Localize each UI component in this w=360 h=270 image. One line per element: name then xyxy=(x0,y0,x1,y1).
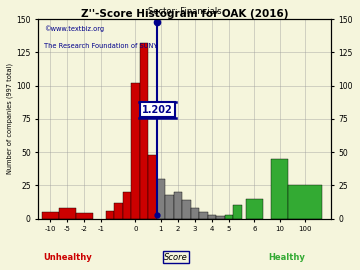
Bar xyxy=(208,215,216,219)
Bar xyxy=(225,215,233,219)
Bar xyxy=(148,155,157,219)
Text: Score: Score xyxy=(164,253,188,262)
Bar xyxy=(105,211,114,219)
Title: Z''-Score Histogram for OAK (2016): Z''-Score Histogram for OAK (2016) xyxy=(81,9,288,19)
Bar xyxy=(140,43,148,219)
Bar xyxy=(157,179,165,219)
Bar xyxy=(174,192,182,219)
Bar xyxy=(59,208,76,219)
Bar xyxy=(42,212,59,219)
Bar xyxy=(131,83,140,219)
Text: ©www.textbiz.org: ©www.textbiz.org xyxy=(44,25,104,32)
Text: Sector: Financials: Sector: Financials xyxy=(148,7,221,16)
Bar xyxy=(114,203,122,219)
Bar xyxy=(190,208,199,219)
Bar xyxy=(288,185,323,219)
Bar xyxy=(216,216,225,219)
Text: The Research Foundation of SUNY: The Research Foundation of SUNY xyxy=(44,43,158,49)
Bar xyxy=(122,192,131,219)
Y-axis label: Number of companies (997 total): Number of companies (997 total) xyxy=(7,63,13,174)
Text: Unhealthy: Unhealthy xyxy=(43,253,92,262)
Bar xyxy=(199,212,208,219)
Bar xyxy=(165,195,174,219)
Text: Healthy: Healthy xyxy=(269,253,306,262)
Bar xyxy=(76,213,93,219)
Bar xyxy=(233,205,242,219)
Bar xyxy=(271,159,288,219)
Text: 1.202: 1.202 xyxy=(142,104,173,114)
Bar xyxy=(182,200,190,219)
Bar xyxy=(246,199,263,219)
